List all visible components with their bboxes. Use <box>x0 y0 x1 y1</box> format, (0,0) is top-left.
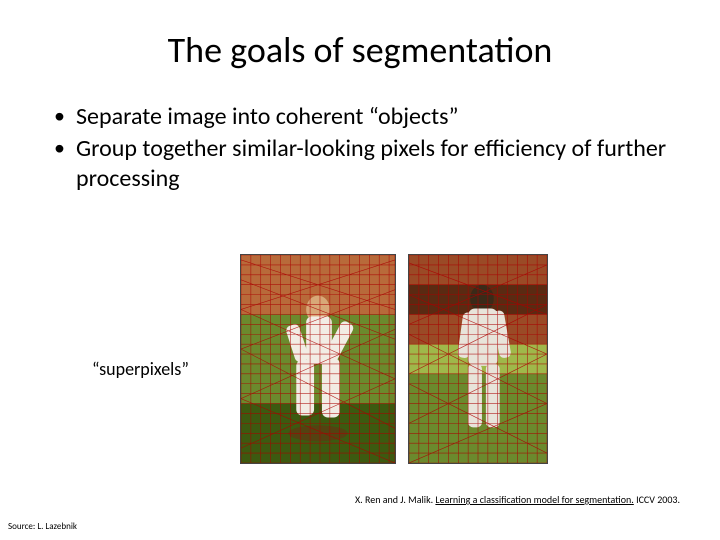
slide: The goals of segmentation Separate image… <box>0 0 720 540</box>
bullet-item: Separate image into coherent “objects” <box>54 102 680 132</box>
citation: X. Ren and J. Malik. Learning a classifi… <box>355 493 680 506</box>
citation-authors: X. Ren and J. Malik. <box>355 493 433 506</box>
page-title: The goals of segmentation <box>40 28 680 72</box>
mosaic-svg <box>409 255 547 463</box>
citation-link[interactable]: Learning a classification model for segm… <box>435 493 633 506</box>
caption-label: “superpixels” <box>92 358 189 380</box>
bullet-list: Separate image into coherent “objects” G… <box>40 102 680 194</box>
superpixel-image-left <box>240 254 396 464</box>
bullet-item: Group together similar-looking pixels fo… <box>54 134 680 194</box>
source-credit: Source: L. Lazebnik <box>8 521 77 532</box>
image-row <box>240 254 548 464</box>
citation-venue: ICCV 2003. <box>636 493 680 506</box>
mosaic-svg <box>241 255 395 463</box>
superpixel-image-right <box>408 254 548 464</box>
